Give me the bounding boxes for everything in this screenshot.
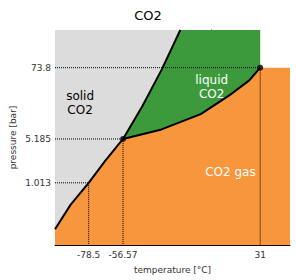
svg-text:CO2: CO2: [134, 8, 162, 23]
svg-text:5.185: 5.185: [25, 134, 51, 144]
svg-text:pressure [bar]: pressure [bar]: [8, 106, 18, 170]
svg-text:73.8: 73.8: [31, 63, 51, 73]
svg-text:CO2: CO2: [67, 103, 92, 117]
svg-text:-78.5: -78.5: [77, 250, 100, 260]
svg-text:CO2 gas: CO2 gas: [205, 165, 256, 179]
svg-text:liquid: liquid: [195, 73, 228, 87]
svg-text:-56.57: -56.57: [109, 250, 138, 260]
svg-text:temperature [°C]: temperature [°C]: [134, 265, 211, 275]
svg-text:31: 31: [255, 250, 266, 260]
svg-text:solid: solid: [66, 89, 94, 103]
svg-text:CO2: CO2: [199, 87, 224, 101]
svg-text:1.013: 1.013: [25, 178, 51, 188]
